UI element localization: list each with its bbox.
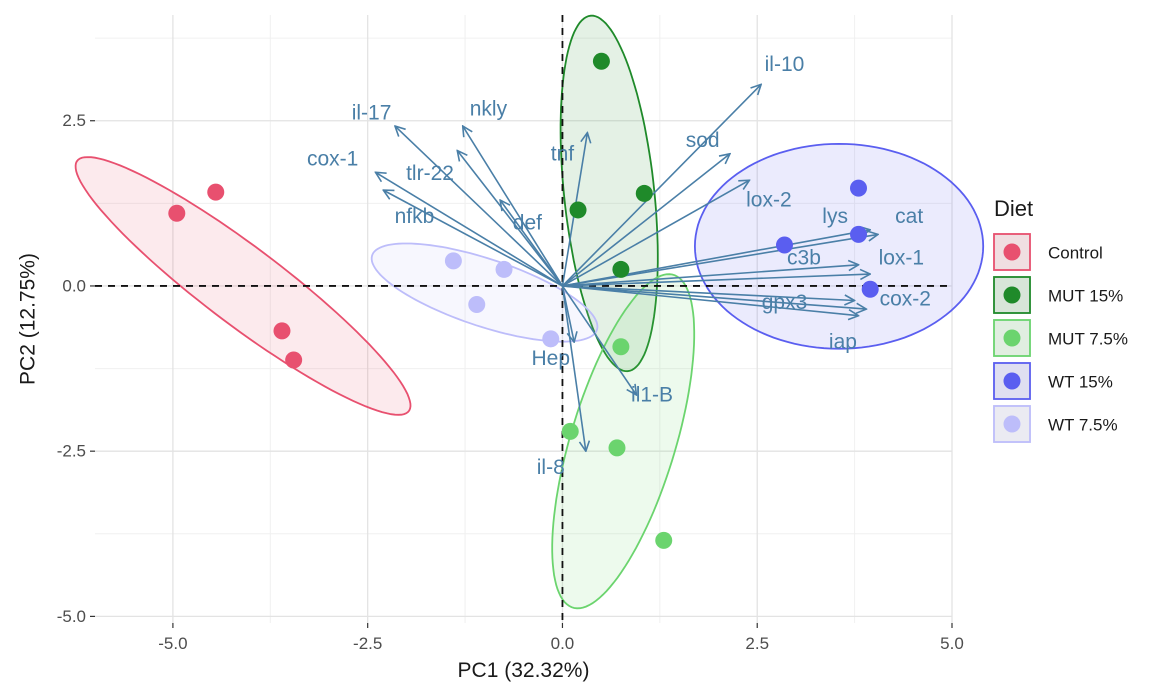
legend-point-mut-15	[1003, 286, 1021, 304]
loading-arrow-il-17	[395, 126, 564, 287]
loading-arrow-def	[500, 200, 564, 287]
axes: -5.0 -2.5 0.0 2.5 5.0 -5.0 -2.5 0.0 2.5 PC1 (32.3…	[17, 111, 964, 682]
point-mut-7-5	[608, 439, 626, 457]
loading-label-nkly: nkly	[470, 97, 508, 120]
loading-label-c3b: c3b	[787, 247, 821, 270]
loading-label-lox-1: lox-1	[879, 247, 925, 270]
loading-arrow-lys	[562, 230, 870, 287]
loading-arrow-il-10	[561, 84, 761, 287]
y-axis-title: PC2 (12.75%)	[17, 253, 40, 385]
point-wt-15	[850, 225, 868, 243]
reference-lines	[95, 15, 952, 623]
point-control	[273, 322, 291, 340]
legend-point-mut-7-5	[1003, 329, 1021, 347]
loading-arrow-iap	[562, 285, 858, 316]
ellipse-mut-7-5	[551, 273, 696, 610]
point-control	[168, 204, 186, 222]
point-wt-15	[775, 236, 793, 254]
loading-arrow-gpx3	[562, 285, 854, 301]
legend: Diet Control MUT 15% MUT 7.5% WT 15% WT 7.5%	[993, 196, 1128, 443]
loading-label-tnf: tnf	[551, 142, 575, 165]
loading-label-lys: lys	[822, 205, 848, 228]
loading-arrows: il-10 sod lox-2 tnf il-17 nkly cox-1 tlr-22 nfkb…	[307, 53, 931, 479]
legend-point-wt-7-5	[1003, 415, 1021, 433]
legend-point-wt-15	[1003, 372, 1021, 390]
loading-label-il-10: il-10	[765, 53, 805, 76]
x-tick-label: 2.5	[745, 634, 769, 653]
point-mut-15	[592, 52, 610, 70]
ellipse-wt-15	[693, 142, 985, 350]
data-points	[168, 52, 879, 549]
y-tick-label: 0.0	[62, 276, 86, 295]
loading-arrow-c3b	[562, 265, 858, 287]
point-mut-15	[569, 201, 587, 219]
x-tick-label: 0.0	[551, 634, 575, 653]
point-mut-7-5	[655, 531, 673, 549]
loading-label-iap: iap	[829, 331, 857, 354]
legend-label-mut-7-5: MUT 7.5%	[1048, 330, 1128, 349]
loading-label-cox-2: cox-2	[880, 288, 931, 311]
y-tick-label: -5.0	[57, 607, 86, 626]
loading-label-tlr-22: tlr-22	[406, 162, 454, 185]
loading-arrow-cox-2	[562, 285, 866, 309]
loading-arrow-cox-1	[375, 172, 563, 287]
loading-label-nfkb: nfkb	[395, 205, 435, 228]
loading-arrow-il-8	[561, 285, 585, 451]
loading-label-il1-b: il1-B	[631, 384, 673, 407]
loading-arrow-sod	[561, 154, 730, 287]
loading-label-il-8: il-8	[537, 456, 565, 479]
y-tick-label: -2.5	[57, 442, 86, 461]
loading-arrow-lox-1	[562, 274, 870, 287]
point-control	[285, 351, 303, 369]
point-wt-7-5	[542, 330, 560, 348]
loading-label-cat: cat	[895, 205, 923, 228]
point-mut-7-5	[612, 338, 630, 356]
x-axis-title: PC1 (32.32%)	[458, 659, 590, 682]
point-wt-7-5	[468, 295, 486, 313]
loading-label-sod: sod	[686, 129, 720, 152]
loading-label-lox-2: lox-2	[746, 189, 792, 212]
point-mut-15	[635, 184, 653, 202]
x-tick-label: -5.0	[158, 634, 187, 653]
legend-point-control	[1003, 243, 1021, 261]
point-mut-7-5	[561, 422, 579, 440]
legend-label-mut-15: MUT 15%	[1048, 287, 1123, 306]
point-wt-7-5	[495, 260, 513, 278]
x-tick-label: 5.0	[940, 634, 964, 653]
y-tick-label: 2.5	[62, 111, 86, 130]
point-wt-15	[850, 179, 868, 197]
legend-label-wt-7-5: WT 7.5%	[1048, 416, 1118, 435]
legend-key-control	[993, 233, 1031, 271]
loading-label-gpx3: gpx3	[762, 291, 808, 314]
loading-label-il-17: il-17	[352, 101, 392, 124]
loading-arrow-nfkb	[383, 190, 563, 287]
loading-arrow-cat	[562, 234, 878, 287]
loading-arrow-il1-b	[561, 285, 636, 395]
point-control	[207, 183, 225, 201]
point-wt-15	[861, 280, 879, 298]
panel-background	[95, 15, 952, 623]
legend-label-control: Control	[1048, 244, 1103, 263]
loading-arrow-tlr-22	[457, 150, 564, 287]
loading-label-def: def	[513, 212, 542, 235]
loading-arrow-lox-2	[562, 180, 749, 287]
legend-label-wt-15: WT 15%	[1048, 373, 1113, 392]
point-mut-15	[612, 260, 630, 278]
loading-label-hep: Hep	[532, 347, 571, 370]
legend-title: Diet	[994, 196, 1033, 221]
loading-label-cox-1: cox-1	[307, 148, 358, 171]
x-tick-label: -2.5	[353, 634, 382, 653]
loading-arrow-nkly	[463, 126, 564, 287]
point-wt-7-5	[444, 252, 462, 270]
